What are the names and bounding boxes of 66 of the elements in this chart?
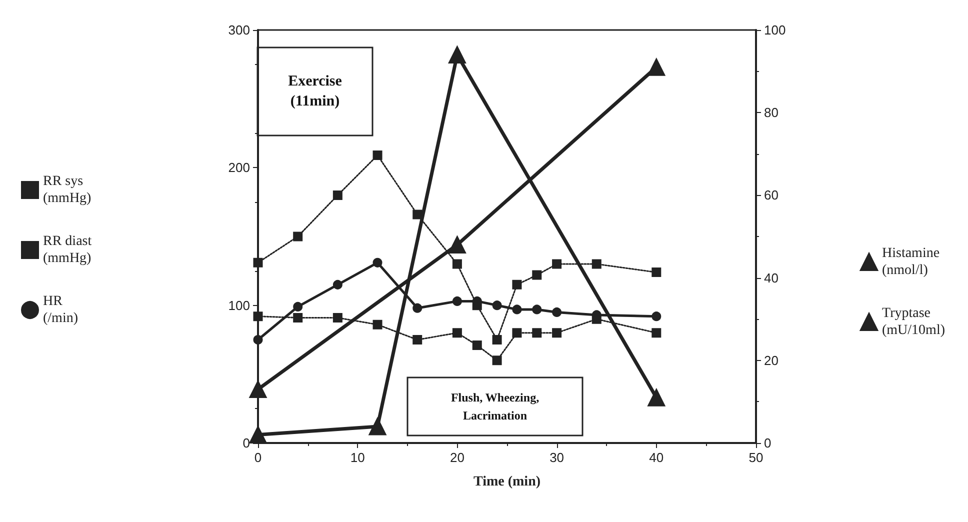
point [592,259,602,269]
y2-tick-label: 40 [764,270,778,286]
point [492,335,502,344]
legend-label: RR sys (mmHg) [43,174,92,206]
point [448,46,466,64]
y2-tick-label: 100 [764,22,786,38]
point [332,312,342,322]
point [448,236,466,254]
annotation: Exercise (11min) [288,74,342,110]
x-tick-label: 30 [550,450,564,465]
y-tick-label: 0 [242,436,250,450]
point [372,258,382,268]
point [472,340,482,350]
point [412,303,422,313]
legend-label: Histamine (nmol/l) [882,246,940,278]
point [253,312,263,322]
point [552,328,562,338]
point [648,58,666,76]
x-tick-label: 20 [450,450,464,465]
point [492,300,502,310]
point [532,304,542,314]
x-tick-label: 40 [649,450,664,465]
point [253,258,263,268]
point [249,426,267,444]
point [552,307,562,317]
x-tick-label: 50 [748,450,764,465]
point [452,328,462,338]
y-tick-label: 200 [228,160,250,176]
legend-label: HR (/min) [43,294,78,326]
point [368,418,386,436]
point [293,302,303,312]
point [652,328,662,338]
point [293,312,303,322]
point [492,356,502,366]
point [552,259,562,269]
y-tick-label: 100 [228,298,250,313]
point [648,388,666,406]
y2-tick-label: 80 [764,105,778,120]
point [372,150,382,160]
point [452,259,462,269]
point [452,296,462,306]
point [293,232,303,242]
legend-label: RR diast (mmHg) [43,234,92,266]
y2-tick-label: 60 [764,188,778,203]
x-tick-label: 10 [350,450,365,465]
point [532,328,542,338]
y2-tick-label: 0 [764,436,772,450]
x-tick-label: 0 [254,450,262,465]
annotation: Flush, Wheezing, Lacrimation [450,390,540,422]
point [253,335,263,344]
point [652,312,662,322]
point [512,304,522,314]
legend-label: Tryptase (mU/10ml) [882,306,946,338]
point [652,268,662,278]
point [372,320,382,330]
point [532,270,542,280]
point [412,335,422,344]
y-tick-label: 300 [228,22,250,38]
point [512,280,522,290]
point [332,190,342,200]
point [412,210,422,220]
y2-tick-label: 20 [764,352,778,368]
x-axis-title: Time (min) [473,474,541,490]
point [512,328,522,338]
point [332,280,342,290]
point [249,380,267,398]
